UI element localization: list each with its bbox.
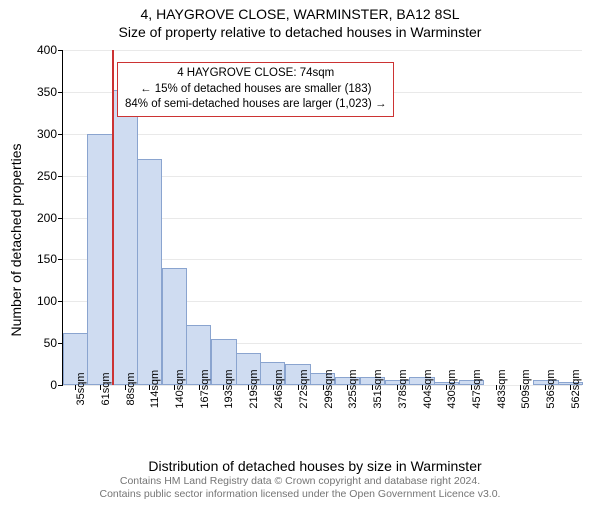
y-tick-label: 350: [37, 85, 57, 99]
y-axis-label: Number of detached properties: [8, 144, 24, 337]
y-tick-mark: [58, 301, 63, 302]
x-tick-label: 483sqm: [496, 369, 508, 408]
annotation-box: 4 HAYGROVE CLOSE: 74sqm← 15% of detached…: [117, 62, 394, 117]
y-tick-mark: [58, 134, 63, 135]
y-tick-mark: [58, 385, 63, 386]
histogram-bar: [137, 159, 162, 385]
x-tick-label: 536sqm: [545, 369, 557, 408]
annotation-line: 4 HAYGROVE CLOSE: 74sqm: [125, 66, 386, 82]
x-tick-label: 114sqm: [149, 370, 161, 408]
y-tick-label: 0: [50, 378, 57, 392]
x-tick-label: 378sqm: [397, 369, 409, 408]
x-tick-label: 193sqm: [223, 369, 235, 408]
y-tick-mark: [58, 92, 63, 93]
y-tick-label: 200: [37, 211, 57, 225]
y-tick-label: 400: [37, 43, 57, 57]
histogram-bar: [162, 268, 187, 385]
x-tick-label: 509sqm: [520, 369, 532, 408]
y-tick-mark: [58, 176, 63, 177]
chart-container: Number of detached properties 0501001502…: [48, 50, 582, 430]
x-axis-label: Distribution of detached houses by size …: [148, 458, 481, 474]
x-tick-label: 35sqm: [75, 372, 87, 405]
y-tick-label: 50: [44, 336, 57, 350]
annotation-line: ← 15% of detached houses are smaller (18…: [125, 82, 386, 98]
gridline: [63, 50, 582, 51]
x-tick-label: 272sqm: [298, 369, 310, 408]
x-tick-label: 430sqm: [446, 369, 458, 408]
x-tick-label: 88sqm: [125, 372, 137, 405]
y-tick-mark: [58, 50, 63, 51]
x-tick-label: 457sqm: [471, 369, 483, 408]
x-tick-label: 246sqm: [273, 369, 285, 408]
histogram-bar: [113, 90, 138, 385]
y-tick-label: 300: [37, 127, 57, 141]
y-tick-mark: [58, 218, 63, 219]
x-tick-label: 167sqm: [199, 369, 211, 408]
x-tick-label: 140sqm: [174, 369, 186, 408]
x-tick-label: 299sqm: [323, 369, 335, 408]
footer-attribution: Contains HM Land Registry data © Crown c…: [0, 475, 600, 502]
x-tick-label: 562sqm: [570, 369, 582, 408]
x-tick-label: 325sqm: [347, 369, 359, 408]
y-tick-label: 150: [37, 252, 57, 266]
gridline: [63, 134, 582, 135]
plot-area: 05010015020025030035040035sqm61sqm88sqm1…: [62, 50, 582, 386]
page-title: 4, HAYGROVE CLOSE, WARMINSTER, BA12 8SL: [0, 6, 600, 22]
x-tick-label: 404sqm: [422, 369, 434, 408]
x-tick-label: 219sqm: [248, 369, 260, 408]
y-tick-label: 100: [37, 294, 57, 308]
footer-line-1: Contains HM Land Registry data © Crown c…: [0, 475, 600, 489]
histogram-bar: [87, 134, 112, 385]
property-marker-line: [112, 50, 114, 385]
x-tick-label: 61sqm: [100, 372, 112, 405]
annotation-line: 84% of semi-detached houses are larger (…: [125, 97, 386, 113]
y-tick-mark: [58, 259, 63, 260]
y-tick-label: 250: [37, 169, 57, 183]
x-tick-label: 351sqm: [372, 369, 384, 408]
page-subtitle: Size of property relative to detached ho…: [0, 24, 600, 40]
